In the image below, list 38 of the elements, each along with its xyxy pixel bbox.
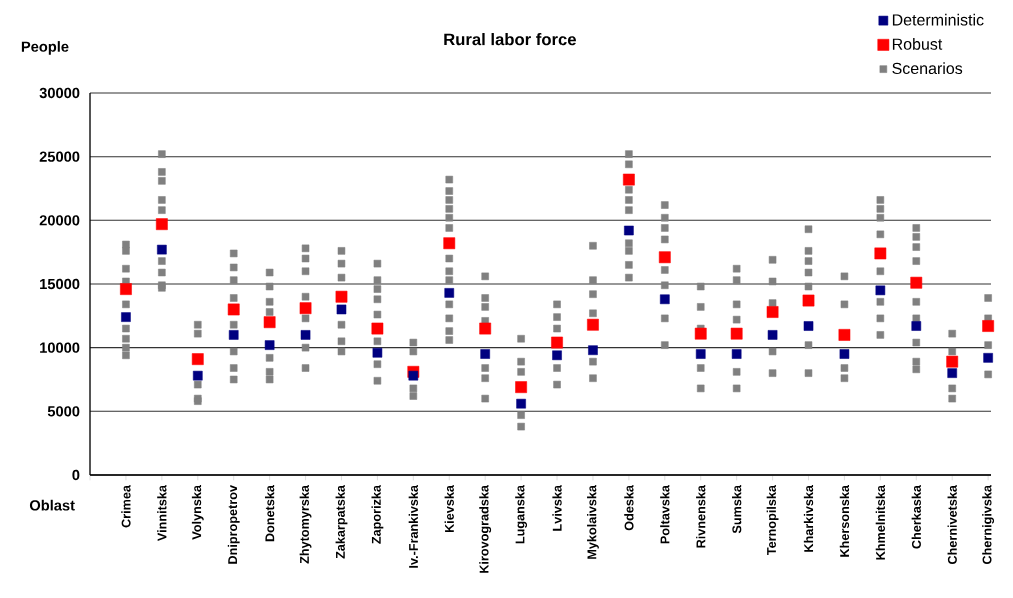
x-tick-label: Odeska	[624, 484, 634, 531]
x-tick-label: Khersonska	[839, 484, 850, 557]
x-tick-label: Donetska	[264, 484, 275, 542]
y-tick-label: 15000	[40, 278, 80, 290]
y-axis-title: People	[21, 41, 69, 55]
x-tick-label: Kharkivska	[803, 484, 814, 552]
x-tick-label: Crimea	[121, 484, 131, 528]
y-tick-label: 5000	[47, 406, 80, 417]
x-tick-label: Kievska	[444, 484, 454, 533]
x-tick-label: Rivnenska	[696, 484, 706, 548]
chart-title: Rural labor force	[444, 33, 576, 46]
legend-label: Deterministic	[892, 13, 984, 26]
y-tick-label: 20000	[39, 215, 80, 226]
y-tick-label: 0	[72, 469, 80, 481]
legend-label: Robust	[892, 38, 943, 50]
x-tick-label: Chernivetska	[947, 484, 957, 565]
x-tick-label: Luganska	[515, 484, 528, 544]
x-tick-label: Zaporizka	[371, 484, 384, 544]
x-tick-label: Ternopilska	[766, 484, 779, 556]
y-tick-label: 30000	[39, 87, 80, 99]
x-tick-label: Poltavska	[660, 484, 670, 544]
y-tick-label: 10000	[40, 342, 80, 353]
x-tick-label: Dnipropetrov	[227, 485, 240, 564]
x-tick-label: Cherkaska	[911, 484, 921, 549]
x-tick-label: Vinnitska	[157, 484, 167, 542]
x-tick-label: Iv.-Frankivska	[408, 484, 418, 568]
x-tick-label: Chernigivska	[982, 484, 995, 565]
x-tick-label: Lvivska	[552, 484, 562, 531]
x-tick-label: Mykolaivska	[587, 484, 599, 559]
x-tick-label: Khmelnitska	[875, 484, 886, 560]
x-axis-title: Oblast	[29, 499, 75, 511]
x-tick-label: Zhytomyrska	[299, 484, 312, 564]
legend-label: Scenarios	[892, 62, 963, 75]
y-tick-label: 25000	[39, 151, 80, 162]
x-tick-label: Zakarpatska	[335, 484, 348, 559]
x-tick-label: Volynska	[191, 484, 204, 540]
x-tick-label: Sumska	[732, 484, 742, 534]
x-tick-label: Kirovogradska	[479, 484, 492, 573]
